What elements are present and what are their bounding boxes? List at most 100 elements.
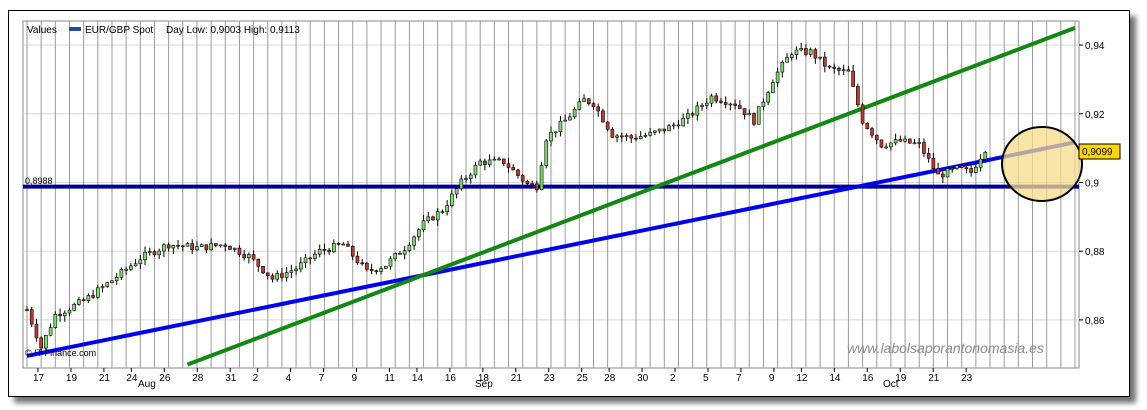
candle-body xyxy=(941,173,945,178)
candle-body xyxy=(261,266,265,274)
candle-body xyxy=(615,135,619,138)
trendline-green xyxy=(186,26,1076,367)
candle-body xyxy=(237,247,242,255)
candle-body xyxy=(686,113,690,119)
candle-body xyxy=(303,257,308,264)
x-tick-label: 16 xyxy=(445,373,457,384)
candle-body xyxy=(29,309,34,325)
month-label-aug: Aug xyxy=(138,379,156,390)
candle-body xyxy=(974,167,978,173)
candle-body xyxy=(690,113,695,116)
candle-body xyxy=(922,142,926,154)
y-tick-label: 0,86 xyxy=(1085,316,1105,327)
candle-body xyxy=(738,105,742,109)
candle-body xyxy=(96,287,100,298)
candle-body xyxy=(700,105,704,107)
candle-body xyxy=(209,243,213,251)
candle-body xyxy=(780,61,785,73)
candle-body xyxy=(563,119,567,122)
candle-body xyxy=(586,98,591,104)
candle-body xyxy=(53,313,58,328)
candle-body xyxy=(704,102,709,106)
candle-body xyxy=(667,125,671,132)
x-tick-label: 19 xyxy=(895,373,907,384)
candle-body xyxy=(634,137,638,140)
x-tick-label: 14 xyxy=(829,373,841,384)
candle-body xyxy=(601,110,605,123)
candle-body xyxy=(827,65,832,68)
candle-body xyxy=(945,168,950,178)
candle-body xyxy=(393,253,398,260)
legend-series-name: EUR/GBP Spot xyxy=(85,25,153,36)
candle-body xyxy=(856,86,860,106)
candle-body xyxy=(232,247,237,250)
candle-body xyxy=(195,246,199,251)
candle-body xyxy=(898,139,903,142)
candle-body xyxy=(492,158,497,161)
candle-body xyxy=(709,95,714,104)
x-tick-label: 9 xyxy=(352,373,358,384)
candle-body xyxy=(39,337,43,349)
candle-body xyxy=(747,113,752,116)
x-tick-label: 26 xyxy=(159,373,171,384)
candle-body xyxy=(648,131,652,136)
candle-body xyxy=(865,122,870,129)
candle-body xyxy=(643,134,648,137)
candle-body xyxy=(553,131,558,134)
candle-body xyxy=(322,248,327,251)
candle-body xyxy=(365,262,369,270)
candle-body xyxy=(761,101,766,107)
candle-body xyxy=(176,245,180,247)
candle-body xyxy=(355,255,360,264)
x-tick-label: 23 xyxy=(961,373,973,384)
candle-body xyxy=(733,103,737,106)
candle-body xyxy=(544,140,549,166)
candle-body xyxy=(162,244,166,252)
candle-body xyxy=(166,244,171,249)
candle-body xyxy=(129,265,133,270)
y-tick-label: 0,94 xyxy=(1085,41,1105,52)
candle-body xyxy=(723,102,728,105)
candle-body xyxy=(497,158,501,161)
candle-body xyxy=(190,243,195,251)
candle-body xyxy=(874,134,879,141)
candle-body xyxy=(398,253,402,255)
candle-body xyxy=(388,258,393,267)
candle-body xyxy=(435,211,440,221)
legend-series-swatch xyxy=(69,27,81,31)
candle-body xyxy=(317,248,322,255)
candle-body xyxy=(516,169,520,176)
candle-body xyxy=(152,251,157,256)
candle-body xyxy=(662,128,667,132)
candle-body xyxy=(412,236,416,246)
candle-body xyxy=(332,243,336,253)
candles xyxy=(25,42,931,353)
candle-body xyxy=(228,246,232,250)
candle-body xyxy=(459,178,464,190)
candle-body xyxy=(464,178,468,180)
candle-body xyxy=(180,245,185,248)
candle-body xyxy=(308,257,313,260)
x-tick-label: 21 xyxy=(99,373,111,384)
trendlines xyxy=(26,26,1076,367)
candle-body xyxy=(185,243,190,247)
x-tick-label: 2 xyxy=(253,373,259,384)
x-tick-label: 5 xyxy=(703,373,709,384)
candle-body xyxy=(275,273,279,280)
candle-body xyxy=(407,245,412,251)
candle-body xyxy=(903,138,907,142)
candle-body xyxy=(714,95,719,102)
candle-body xyxy=(105,282,110,287)
candle-body xyxy=(157,250,161,256)
candle-body xyxy=(917,142,922,144)
candle-body xyxy=(936,168,940,175)
candle-body xyxy=(808,49,813,55)
candle-body xyxy=(138,259,143,265)
candle-body xyxy=(501,158,506,165)
candle-body xyxy=(369,269,374,272)
candle-body xyxy=(591,103,596,108)
candle-body xyxy=(483,160,487,165)
candle-body xyxy=(34,323,39,339)
candle-body xyxy=(379,268,383,272)
candle-body xyxy=(143,251,147,261)
